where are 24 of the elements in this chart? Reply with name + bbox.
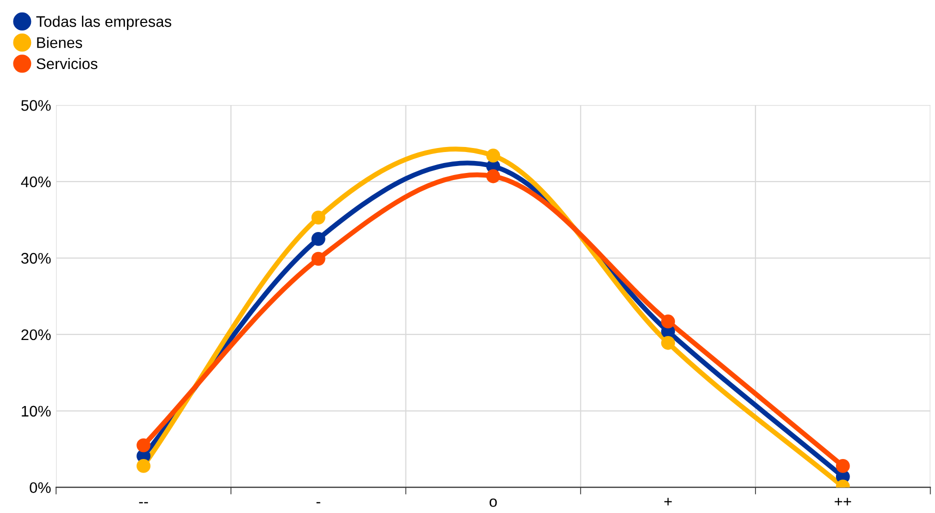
y-tick-label: 30% [21,252,51,264]
point [836,459,850,473]
point [661,336,675,350]
x-tick-label: -- [139,502,148,504]
y-tick-label: 50% [21,100,51,111]
legend-label: Servicios [36,58,98,70]
x-tick-label: ++ [834,498,852,506]
point [486,148,500,163]
y-tick-label: 20% [21,329,51,340]
y-tick-label: 0% [30,482,51,494]
x-tick-label: + [664,498,672,506]
legend-label: Bienes [37,36,82,48]
point [311,210,326,224]
x-tick-label: - [316,502,320,504]
y-tick-label: 40% [21,176,51,188]
x-tick-label: o [490,498,497,507]
y-tick-label: 10% [22,406,51,417]
legend-label: Todas las empresas [36,16,172,30]
point [661,314,675,328]
point [311,252,326,266]
point [486,169,500,184]
point [136,459,150,473]
point [136,438,150,452]
point [311,232,326,246]
